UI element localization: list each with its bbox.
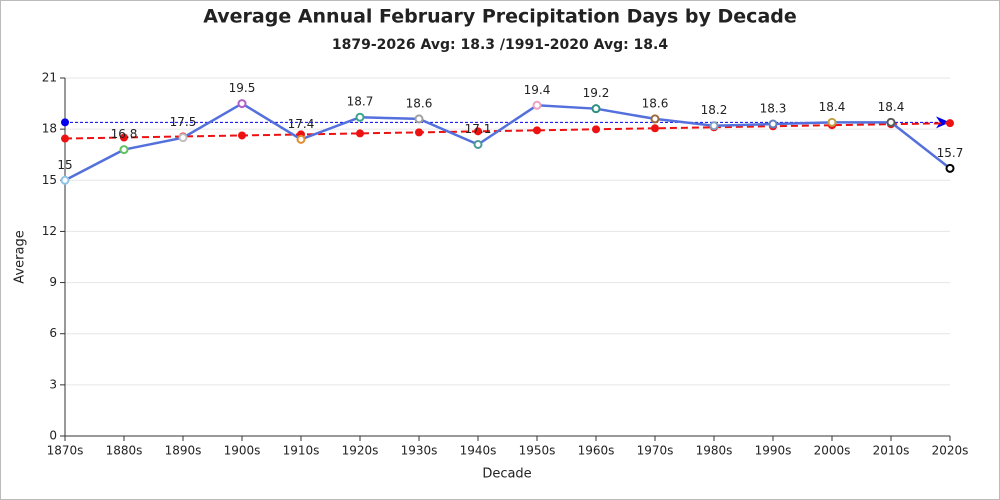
chart-title: Average Annual February Precipitation Da… <box>203 6 797 28</box>
point <box>592 125 600 134</box>
data-label: 17.1 <box>465 122 492 136</box>
point <box>119 145 129 155</box>
x-tick-label: 1930s <box>401 444 438 458</box>
point <box>946 119 954 128</box>
data-label: 18.3 <box>760 102 787 116</box>
x-tick-label: 1950s <box>519 444 556 458</box>
x-tick-label: 1970s <box>637 444 674 458</box>
point <box>886 117 896 127</box>
chart-subtitle: 1879-2026 Avg: 18.3 /1991-2020 Avg: 18.4 <box>332 37 668 53</box>
x-axis-label: Decade <box>482 467 531 482</box>
data-label: 19.5 <box>229 81 256 95</box>
point <box>650 114 660 124</box>
point <box>533 126 541 135</box>
point <box>827 117 837 127</box>
data-label: 18.7 <box>347 95 374 109</box>
point <box>238 131 246 140</box>
data-label: 18.6 <box>642 96 669 110</box>
point <box>945 163 955 173</box>
point <box>296 134 306 144</box>
data-label: 19.2 <box>583 86 610 100</box>
y-tick-label: 21 <box>42 71 57 85</box>
x-tick-label: 2020s <box>932 444 969 458</box>
point <box>415 128 423 137</box>
point <box>414 114 424 124</box>
data-label: 18.2 <box>701 103 728 117</box>
point <box>768 119 778 129</box>
data-label: 17.4 <box>288 117 315 131</box>
series-line <box>64 122 951 140</box>
point <box>591 104 601 114</box>
y-tick-label: 9 <box>49 275 57 289</box>
data-label: 18.4 <box>878 100 905 114</box>
y-tick-label: 18 <box>42 122 57 136</box>
x-tick-label: 1910s <box>283 444 320 458</box>
x-tick-label: 1920s <box>342 444 379 458</box>
x-tick-label: 2000s <box>814 444 851 458</box>
x-tick-label: 1960s <box>578 444 615 458</box>
point <box>473 139 483 149</box>
x-tick-label: 1890s <box>165 444 202 458</box>
reference-arrow <box>936 116 950 129</box>
x-tick-label: 1870s <box>47 444 84 458</box>
point <box>355 112 365 122</box>
reference-start <box>61 118 69 127</box>
x-tick-label: 1990s <box>755 444 792 458</box>
y-tick-label: 12 <box>42 224 57 238</box>
x-tick-label: 1880s <box>106 444 143 458</box>
data-label: 15 <box>57 158 72 172</box>
point <box>651 124 659 133</box>
y-tick-label: 15 <box>42 173 57 187</box>
data-label: 18.4 <box>819 100 846 114</box>
point <box>709 121 719 131</box>
y-tick-label: 3 <box>49 377 57 391</box>
point <box>237 99 247 109</box>
data-label: 15.7 <box>937 146 964 160</box>
point <box>61 134 69 143</box>
data-label: 18.6 <box>406 96 433 110</box>
point <box>356 129 364 138</box>
point <box>120 133 128 142</box>
data-label: 17.5 <box>170 115 197 129</box>
x-tick-label: 1900s <box>224 444 261 458</box>
data-label: 16.8 <box>111 127 138 141</box>
series-line <box>64 102 951 182</box>
x-tick-label: 2010s <box>873 444 910 458</box>
x-tick-label: 1980s <box>696 444 733 458</box>
y-axis-label: Average <box>13 230 28 283</box>
y-tick-label: 0 <box>49 429 57 443</box>
point <box>178 133 188 143</box>
x-tick-label: 1940s <box>460 444 497 458</box>
data-label: 19.4 <box>524 83 551 97</box>
point <box>532 100 542 110</box>
point <box>474 127 482 136</box>
point <box>60 175 70 185</box>
y-tick-label: 6 <box>49 326 57 340</box>
